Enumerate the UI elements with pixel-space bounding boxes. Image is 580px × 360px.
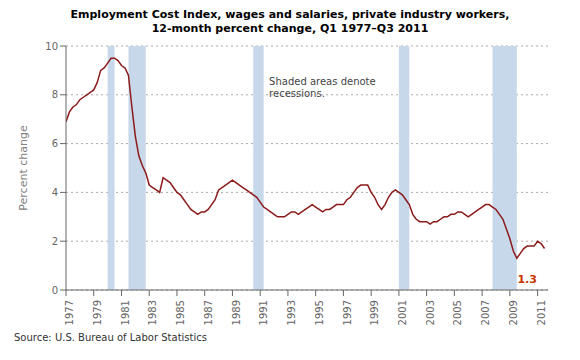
svg-text:6: 6 — [52, 138, 58, 149]
svg-text:1993: 1993 — [286, 300, 297, 325]
svg-text:1987: 1987 — [203, 300, 214, 325]
svg-text:1991: 1991 — [258, 300, 269, 325]
svg-text:2005: 2005 — [452, 300, 463, 325]
svg-text:1977: 1977 — [64, 300, 75, 325]
svg-text:1999: 1999 — [369, 300, 380, 325]
svg-text:10: 10 — [45, 41, 58, 52]
svg-text:1.3: 1.3 — [517, 273, 537, 286]
svg-text:1989: 1989 — [231, 300, 242, 325]
svg-text:1995: 1995 — [314, 300, 325, 325]
svg-text:2011: 2011 — [536, 300, 547, 325]
svg-text:Shaded areas denoterecessions.: Shaded areas denoterecessions. — [269, 76, 376, 99]
svg-text:Percent change: Percent change — [17, 125, 30, 211]
svg-text:1983: 1983 — [147, 300, 158, 325]
svg-text:1981: 1981 — [120, 300, 131, 325]
svg-text:8: 8 — [52, 89, 58, 100]
html-text:Source: U.S. Bureau of Labor S: Source: U.S. Bureau of Labor Statistics — [14, 332, 207, 343]
svg-text:2003: 2003 — [425, 300, 436, 325]
svg-text:2009: 2009 — [508, 300, 519, 325]
svg-text:0: 0 — [52, 285, 58, 296]
html-text:12-month percent change, Q1 19: 12-month percent change, Q1 1977–Q3 2011 — [151, 22, 429, 35]
html-text:Employment Cost Index, wages a: Employment Cost Index, wages and salarie… — [70, 8, 510, 21]
svg-text:2007: 2007 — [480, 300, 491, 325]
svg-text:1997: 1997 — [342, 300, 353, 325]
svg-text:1979: 1979 — [92, 300, 103, 325]
svg-text:4: 4 — [52, 187, 58, 198]
svg-text:2001: 2001 — [397, 300, 408, 325]
svg-text:1985: 1985 — [175, 300, 186, 325]
svg-text:2: 2 — [52, 236, 58, 247]
